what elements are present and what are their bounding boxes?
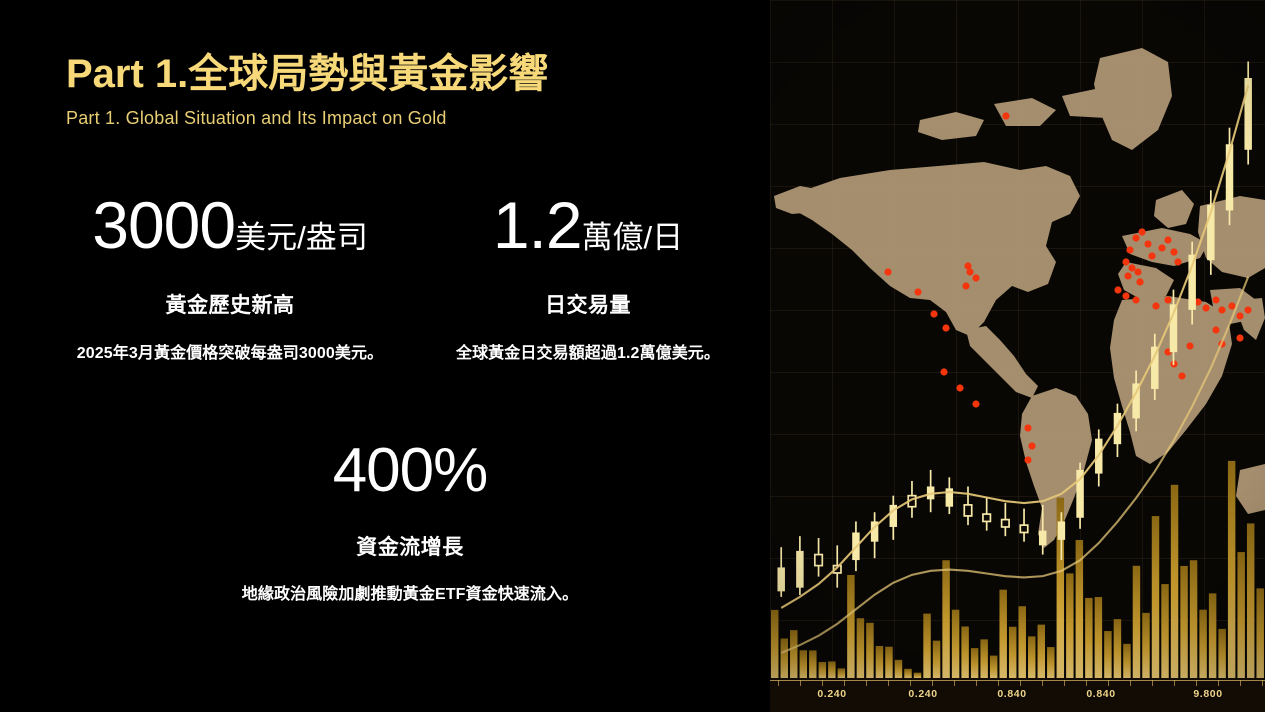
axis-tick (888, 680, 889, 686)
axis-tick (932, 680, 933, 686)
stat-description: 全球黃金日交易額超過1.2萬億美元。 (455, 345, 721, 362)
axis-tick (1174, 680, 1175, 686)
stat-value-number: 400% (332, 436, 489, 505)
axis-tick (1218, 680, 1219, 686)
stat-value-number: 3000 (92, 188, 236, 262)
axis-tick (1086, 680, 1087, 686)
axis-tick (910, 680, 911, 686)
candlestick-body (796, 550, 804, 588)
axis-tick (800, 680, 801, 686)
axis-tick (866, 680, 867, 686)
stat-value: 1.2 萬億/日 (493, 192, 683, 258)
axis-tick (778, 680, 779, 686)
stat-description: 地緣政治風險加劇推動黃金ETF資金快速流入。 (241, 586, 579, 603)
stat-description: 2025年3月黃金價格突破每盎司3000美元。 (76, 345, 384, 362)
secondary-trend-line (780, 276, 1250, 654)
stat-label: 日交易量 (545, 294, 631, 317)
axis-tick (1130, 680, 1131, 686)
stat-value-unit: 美元/盎司 (235, 220, 368, 255)
axis-tick (822, 680, 823, 686)
axis-tick-label: 0.840 (1086, 688, 1116, 700)
axis-tick-label: 0.240 (908, 688, 938, 700)
stat-label: 黃金歷史新高 (165, 294, 295, 317)
axis-baseline (770, 680, 1265, 681)
axis-tick (976, 680, 977, 686)
axis-tick (998, 680, 999, 686)
stat-value: 400% (332, 436, 489, 505)
candlestick-body (982, 513, 992, 523)
chart-x-axis: 0.240 0.240 0.840 0.840 9.800 (770, 678, 1265, 712)
axis-tick (844, 680, 845, 686)
candlestick-body (813, 553, 824, 567)
gold-market-visual-panel: 0.240 0.240 0.840 0.840 9.800 (770, 0, 1265, 712)
axis-tick-label: 0.840 (997, 688, 1027, 700)
stat-value-unit: 萬億/日 (581, 220, 684, 255)
axis-tick-label: 9.800 (1193, 688, 1223, 700)
candlestick-body (963, 504, 973, 517)
stat-card-gold-record-high: 3000 美元/盎司 黃金歷史新高 2025年3月黃金價格突破每盎司3000美元… (60, 192, 400, 368)
page-title: Part 1.全球局勢與黃金影響 (66, 52, 549, 96)
axis-tick (954, 680, 955, 686)
stats-row: 3000 美元/盎司 黃金歷史新高 2025年3月黃金價格突破每盎司3000美元… (60, 192, 760, 368)
axis-tick (1152, 680, 1153, 686)
stat-value-number: 1.2 (492, 188, 583, 262)
axis-tick (1108, 680, 1109, 686)
axis-tick-label: 0.240 (817, 688, 847, 700)
page-subtitle: Part 1. Global Situation and Its Impact … (66, 107, 447, 128)
candlestick-body (1038, 530, 1047, 546)
candlestick-body (777, 567, 785, 592)
title-block: Part 1.全球局勢與黃金影響 Part 1. Global Situatio… (66, 52, 548, 129)
candlestick-chart-graphic (777, 61, 1252, 654)
left-content-pane: Part 1.全球局勢與黃金影響 Part 1. Global Situatio… (60, 52, 760, 609)
stat-card-fund-flow-growth: 400% 資金流增長 地緣政治風險加劇推動黃金ETF資金快速流入。 (60, 440, 760, 609)
candlestick-body (1019, 524, 1029, 534)
axis-tick (1020, 680, 1021, 686)
stat-card-daily-volume: 1.2 萬億/日 日交易量 全球黃金日交易額超過1.2萬億美元。 (418, 192, 758, 368)
axis-tick (1240, 680, 1241, 686)
axis-tick (1262, 680, 1263, 686)
candlestick-body (1000, 518, 1010, 528)
axis-tick (1196, 680, 1197, 686)
candlestick-body (1057, 521, 1066, 540)
candlestick-body (1151, 346, 1159, 389)
moving-average-line (780, 85, 1250, 609)
stat-value: 3000 美元/盎司 (92, 192, 367, 258)
axis-tick (1064, 680, 1065, 686)
axis-tick (1042, 680, 1043, 686)
stat-label: 資金流增長 (356, 536, 464, 559)
